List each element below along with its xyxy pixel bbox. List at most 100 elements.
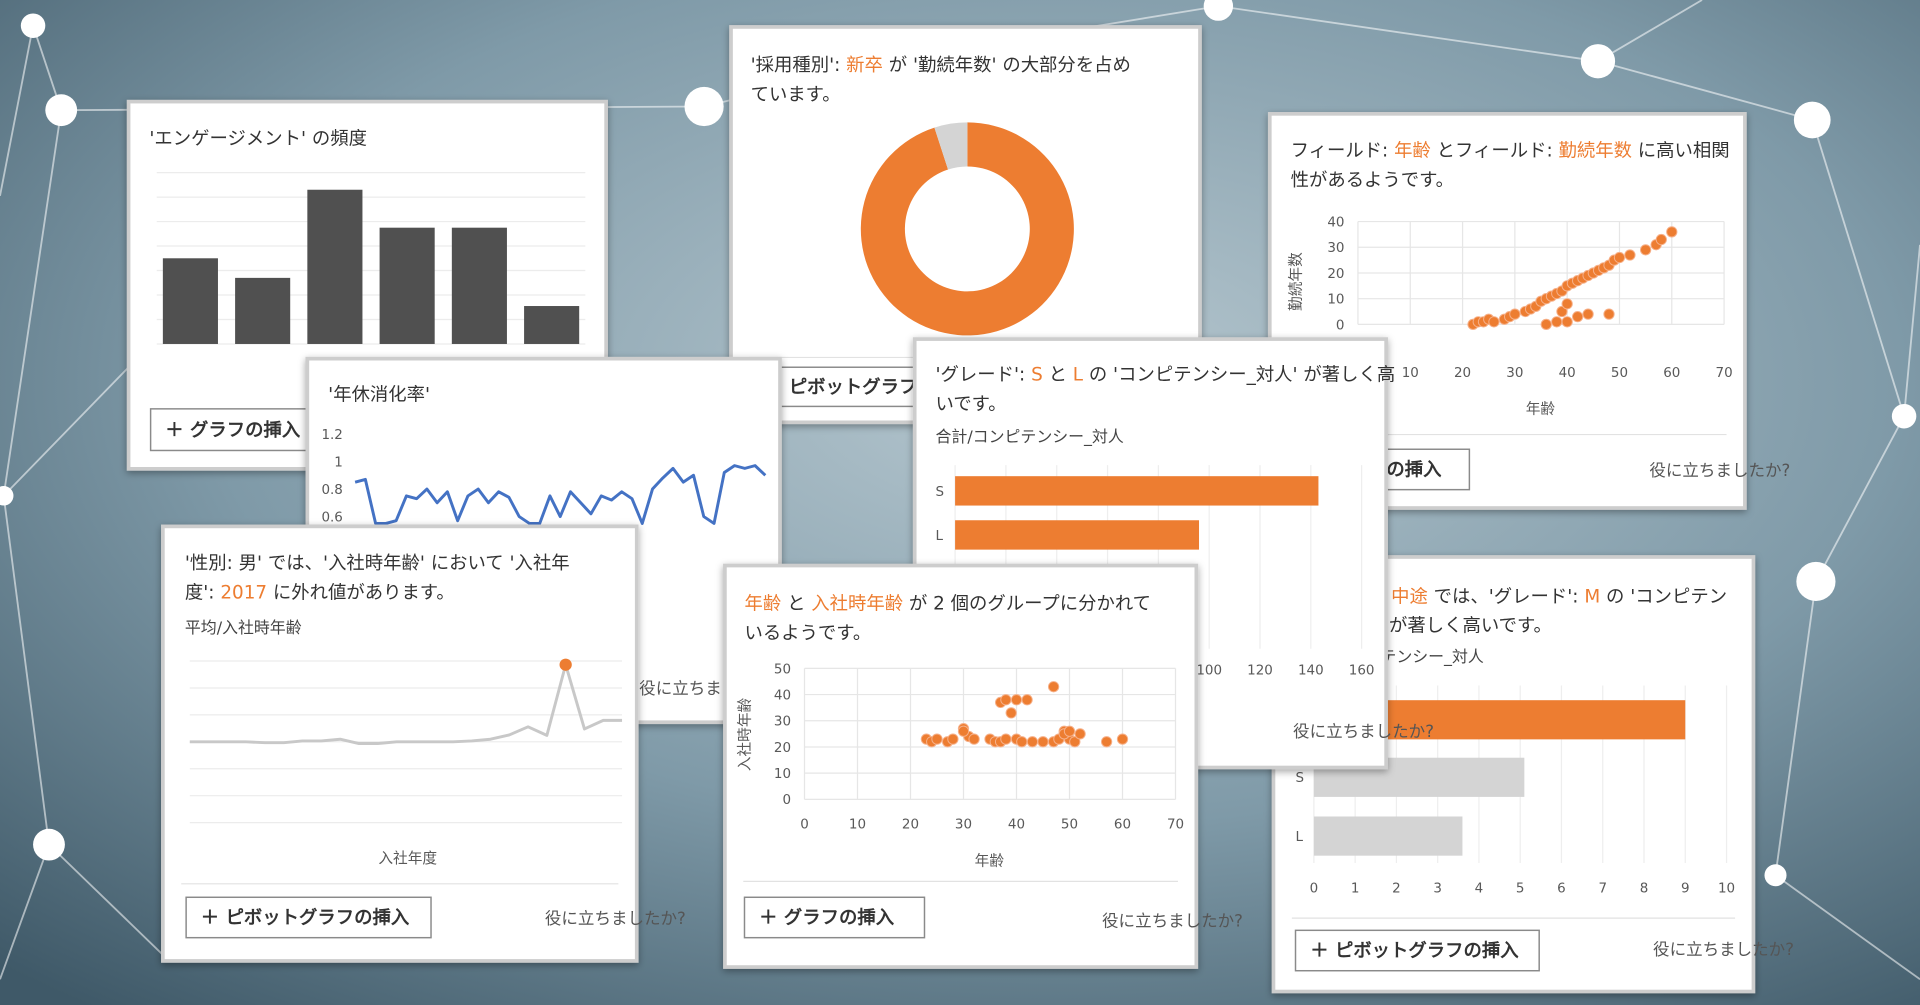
card-title: 年齢 と 入社時年齢 が 2 個のグループに分かれて	[744, 594, 1151, 615]
scatter-point	[1026, 736, 1039, 748]
y-axis-label: 入社時年齢	[736, 697, 753, 771]
x-tick-label: 0	[800, 818, 809, 833]
scatter-point	[1005, 707, 1017, 719]
scatter-point	[1488, 316, 1500, 328]
category-label: L	[936, 529, 944, 544]
insert-button[interactable]: ＋ ピボットグラフの挿入	[185, 896, 432, 939]
y-tick-label: 40	[1327, 215, 1344, 230]
bar	[955, 476, 1319, 506]
scatter-point	[1603, 308, 1615, 320]
x-tick-label: 5	[1516, 881, 1525, 896]
x-tick-label: 8	[1640, 881, 1649, 896]
insert-button[interactable]: ＋ グラフの挿入	[743, 896, 926, 939]
insight-card: '性別: 男' では、'入社時年齢' において '入社年度': 2017 に外れ…	[161, 524, 686, 963]
x-tick-label: 4	[1475, 881, 1484, 896]
x-tick-label: 40	[1008, 818, 1025, 833]
title-segment: L	[1073, 365, 1084, 386]
scatter-point	[1074, 728, 1086, 740]
x-tick-label: 10	[1402, 366, 1419, 381]
x-tick-label: 10	[1718, 881, 1735, 896]
title-segment: いるようです。	[744, 623, 871, 644]
x-tick-label: 7	[1598, 881, 1607, 896]
x-axis-label: 年齢	[1526, 401, 1556, 418]
button-label[interactable]: ＋ グラフの挿入	[759, 907, 895, 929]
title-segment: では、'グレード':	[1428, 586, 1584, 607]
donut-slice	[860, 122, 1074, 336]
line-series	[354, 464, 767, 525]
scatter-point	[947, 733, 959, 745]
scatter-point	[1021, 694, 1033, 706]
title-segment: 新卒	[846, 55, 883, 76]
x-tick-label: 100	[1196, 663, 1222, 678]
x-tick-label: 40	[1559, 366, 1576, 381]
button-frame[interactable]	[185, 896, 432, 939]
button-frame[interactable]	[1294, 929, 1540, 972]
insert-button[interactable]: ＋ ピボットグラフの挿入	[1294, 929, 1540, 972]
card-title: 'グレード': S と L の 'コンピテンシー_対人' が著しく高	[936, 365, 1396, 386]
button-frame[interactable]	[743, 896, 926, 939]
title-segment: いです。	[936, 394, 1007, 415]
scatter-point	[968, 733, 980, 745]
feedback-link[interactable]: 役に立ちましたか?	[1649, 461, 1790, 480]
feedback-link[interactable]: 役に立ちましたか?	[1293, 722, 1434, 741]
scatter-point	[1639, 244, 1652, 256]
scatter-point	[1509, 308, 1521, 320]
y-tick-label: 1.2	[321, 428, 342, 443]
y-tick-label: 30	[774, 715, 791, 730]
scatter-point	[1572, 311, 1584, 323]
y-tick-label: 0	[1336, 318, 1345, 333]
title-segment: 勤続年数	[1558, 141, 1631, 162]
x-tick-label: 10	[849, 818, 866, 833]
card-title: '採用種別': 新卒 が '勤続年数' の大部分を占め	[751, 55, 1131, 76]
card-subtitle: 合計/コンピテンシー_対人	[936, 427, 1124, 447]
title-segment: が '勤続年数' の大部分を占め	[883, 55, 1131, 76]
title-segment: の 'コンピテン	[1600, 586, 1727, 607]
bar	[162, 258, 218, 344]
x-tick-label: 20	[1454, 366, 1471, 381]
bar	[307, 189, 363, 344]
scatter-point	[1100, 736, 1113, 748]
scatter-point	[931, 733, 943, 745]
button-label[interactable]: ＋ ピボットグラフの挿入	[1310, 940, 1519, 962]
x-tick-label: 30	[955, 818, 972, 833]
button-label[interactable]: ＋ ピボットグラフの挿入	[201, 907, 410, 929]
x-tick-label: 160	[1349, 663, 1375, 678]
donut-slice	[934, 122, 968, 170]
card-title: ています。	[751, 84, 841, 105]
scatter-point	[1016, 736, 1028, 748]
y-tick-label: 20	[1327, 267, 1344, 282]
scatter-point	[957, 725, 970, 737]
scatter-point	[1666, 226, 1678, 238]
x-tick-label: 2	[1392, 881, 1401, 896]
scatter-point	[1655, 233, 1667, 246]
card-title: フィールド: 年齢 とフィールド: 勤続年数 に高い相関	[1291, 141, 1730, 162]
title-segment: が 2 個のグループに分かれて	[903, 594, 1151, 615]
scatter-point	[1561, 316, 1573, 328]
button-label[interactable]: ＋ グラフの挿入	[165, 419, 301, 441]
category-label: L	[1296, 830, 1304, 845]
title-segment: M	[1584, 586, 1600, 607]
card-title: '性別: 男' では、'入社時年齢' において '入社年	[185, 553, 570, 574]
x-tick-label: 3	[1433, 881, 1442, 896]
card-frame	[161, 524, 639, 963]
title-segment: 'エンゲージメント' の頻度	[149, 128, 367, 149]
feedback-link[interactable]: 役に立ちましたか?	[1102, 912, 1243, 931]
title-segment: の 'コンピテンシー_対人' が著しく高	[1083, 365, 1395, 386]
scatter-point	[1069, 736, 1081, 748]
title-segment: と	[781, 594, 811, 615]
scatter-point	[1561, 298, 1573, 310]
feedback-link[interactable]: 役に立ちましたか?	[545, 909, 686, 928]
y-tick-label: 30	[1327, 241, 1344, 256]
title-segment: 年齢	[744, 594, 781, 615]
x-tick-label: 140	[1298, 663, 1324, 678]
y-axis-label: 勤続年数	[1287, 252, 1304, 311]
scatter-point	[1116, 733, 1129, 745]
line-series	[189, 663, 623, 745]
x-tick-label: 50	[1611, 366, 1628, 381]
title-segment: フィールド:	[1291, 141, 1394, 162]
y-tick-label: 50	[774, 662, 791, 677]
feedback-link[interactable]: 役に立ちましたか?	[1653, 940, 1794, 959]
y-tick-label: 0	[782, 793, 791, 808]
